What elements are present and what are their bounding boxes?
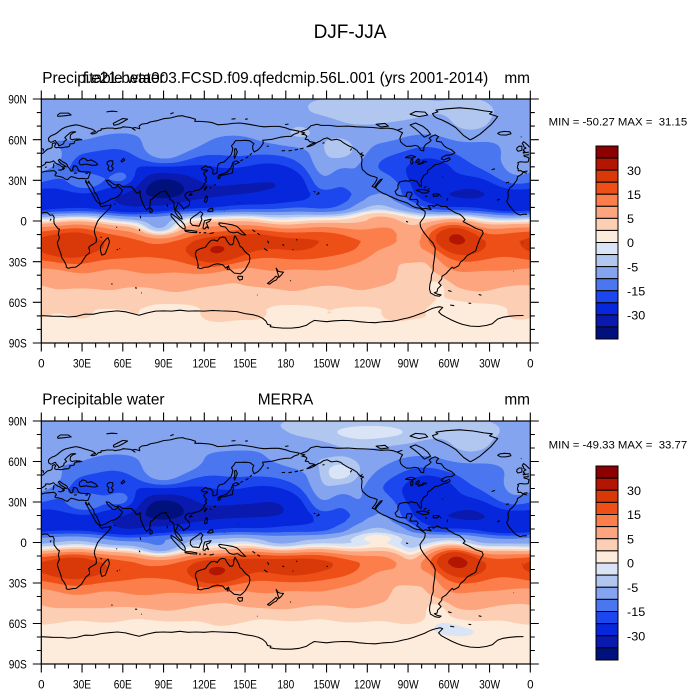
svg-text:120E: 120E [192, 678, 216, 691]
svg-text:150W: 150W [313, 678, 340, 691]
svg-text:-5: -5 [627, 260, 638, 274]
svg-text:f.e21.beta003.FCSD.f09.qfedcmi: f.e21.beta003.FCSD.f09.qfedcmip.56L.001 … [83, 70, 489, 87]
svg-text:180: 180 [277, 357, 294, 370]
svg-text:90W: 90W [398, 678, 419, 691]
svg-text:5: 5 [627, 212, 634, 226]
svg-text:DJF-JJA: DJF-JJA [314, 22, 387, 43]
svg-text:120W: 120W [354, 678, 381, 691]
svg-text:MIN = -49.33 MAX = 33.77: MIN = -49.33 MAX = 33.77 [549, 439, 688, 451]
svg-text:0: 0 [20, 216, 26, 229]
svg-text:Precipitable water: Precipitable water [42, 392, 164, 409]
svg-text:60N: 60N [8, 456, 27, 469]
svg-text:-5: -5 [627, 581, 638, 595]
svg-text:mm: mm [504, 70, 530, 87]
svg-text:180: 180 [277, 678, 294, 691]
svg-text:0: 0 [20, 537, 26, 550]
svg-text:Precipitable water: Precipitable water [42, 70, 164, 87]
svg-text:-30: -30 [627, 630, 645, 644]
svg-text:MIN = -50.27 MAX = 31.15: MIN = -50.27 MAX = 31.15 [549, 117, 688, 129]
svg-text:30N: 30N [8, 175, 27, 188]
svg-text:30: 30 [627, 164, 641, 178]
svg-text:0: 0 [38, 357, 44, 370]
svg-text:90E: 90E [155, 678, 173, 691]
svg-text:30E: 30E [73, 357, 91, 370]
svg-text:120E: 120E [192, 357, 216, 370]
svg-text:60E: 60E [114, 357, 132, 370]
svg-text:120W: 120W [354, 357, 381, 370]
svg-text:150E: 150E [233, 678, 257, 691]
svg-text:-15: -15 [627, 284, 645, 298]
svg-text:0: 0 [627, 236, 634, 250]
svg-text:0: 0 [627, 557, 634, 571]
svg-text:15: 15 [627, 188, 641, 202]
svg-text:60W: 60W [438, 678, 459, 691]
svg-text:0: 0 [527, 357, 533, 370]
svg-text:90S: 90S [9, 338, 27, 351]
svg-text:30: 30 [627, 484, 641, 498]
svg-text:5: 5 [627, 533, 634, 547]
svg-text:90N: 90N [8, 94, 27, 107]
svg-text:60E: 60E [114, 678, 132, 691]
svg-text:60S: 60S [9, 297, 27, 310]
svg-text:-30: -30 [627, 309, 645, 323]
svg-text:90N: 90N [8, 416, 27, 429]
svg-text:-15: -15 [627, 605, 645, 619]
svg-text:MERRA: MERRA [258, 392, 314, 409]
svg-text:30S: 30S [9, 578, 27, 591]
svg-text:150W: 150W [313, 357, 340, 370]
svg-text:30S: 30S [9, 256, 27, 269]
svg-text:30N: 30N [8, 497, 27, 510]
svg-text:90E: 90E [155, 357, 173, 370]
svg-text:90W: 90W [398, 357, 419, 370]
svg-text:60W: 60W [438, 357, 459, 370]
svg-text:60S: 60S [9, 618, 27, 631]
svg-text:60N: 60N [8, 134, 27, 147]
svg-text:0: 0 [38, 678, 44, 691]
svg-text:30E: 30E [73, 678, 91, 691]
svg-text:150E: 150E [233, 357, 257, 370]
svg-text:30W: 30W [479, 357, 500, 370]
svg-text:15: 15 [627, 508, 641, 522]
svg-text:mm: mm [504, 392, 530, 409]
svg-text:90S: 90S [9, 659, 27, 672]
svg-text:30W: 30W [479, 678, 500, 691]
svg-text:0: 0 [527, 678, 533, 691]
